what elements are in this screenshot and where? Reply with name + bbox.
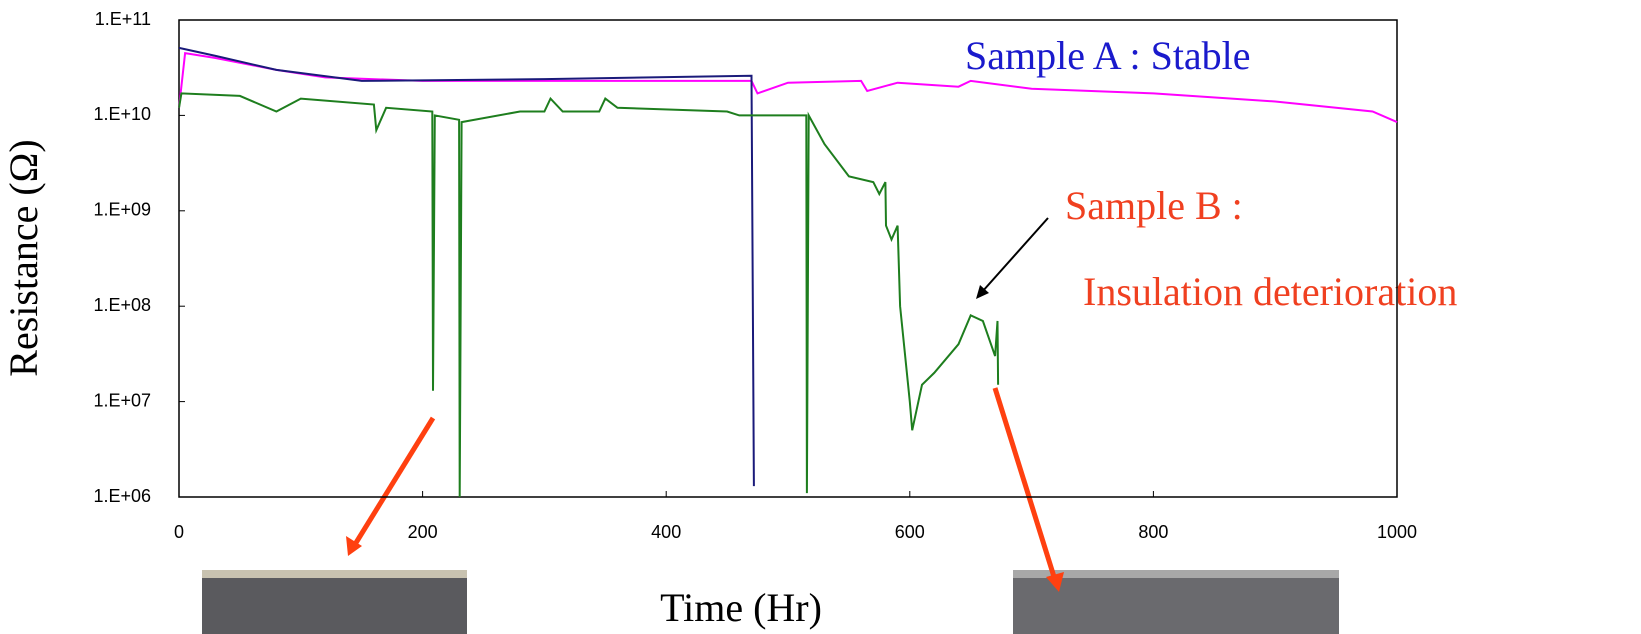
x-tick-label: 0 bbox=[174, 522, 184, 542]
x-axis-label: Time (Hr) bbox=[660, 585, 822, 630]
x-tick-label: 800 bbox=[1138, 522, 1168, 542]
y-tick-label: 1.E+06 bbox=[93, 486, 151, 506]
x-tick-label: 400 bbox=[651, 522, 681, 542]
arrow-head bbox=[976, 285, 989, 299]
y-tick-label: 1.E+09 bbox=[93, 200, 151, 220]
photo bbox=[1013, 570, 1339, 634]
arrow bbox=[992, 387, 1058, 581]
arrow bbox=[351, 416, 436, 548]
y-tick-label: 1.E+07 bbox=[93, 390, 151, 410]
arrow-head bbox=[346, 536, 362, 556]
arrow-head bbox=[1046, 572, 1064, 592]
x-tick-label: 1000 bbox=[1377, 522, 1417, 542]
y-tick-label: 1.E+11 bbox=[95, 9, 151, 29]
annotation: Sample B : bbox=[1065, 183, 1243, 228]
y-axis-label: Resistance (Ω) bbox=[1, 139, 46, 376]
series-line bbox=[178, 46, 755, 487]
annotation: Insulation deterioration bbox=[1083, 269, 1457, 314]
photo-edge bbox=[1013, 570, 1339, 578]
photo-edge bbox=[202, 570, 467, 578]
photo bbox=[202, 570, 467, 634]
arrow bbox=[981, 217, 1049, 293]
series-line bbox=[178, 92, 1000, 498]
y-tick-label: 1.E+10 bbox=[93, 104, 151, 124]
x-tick-label: 600 bbox=[895, 522, 925, 542]
annotation: Sample A : Stable bbox=[965, 33, 1251, 78]
plot-area bbox=[178, 19, 1398, 498]
y-tick-label: 1.E+08 bbox=[93, 295, 151, 315]
x-tick-label: 200 bbox=[408, 522, 438, 542]
